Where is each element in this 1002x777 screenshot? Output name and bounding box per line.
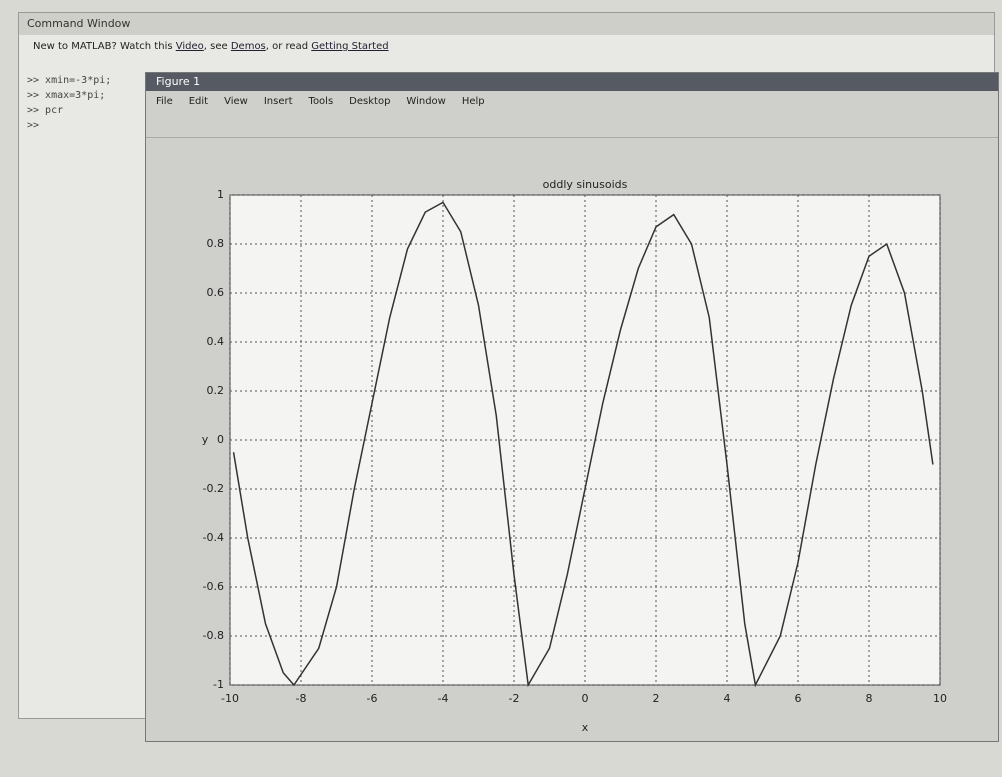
x-tick-label: 10 [933, 692, 947, 705]
y-tick-label: -0.2 [203, 482, 224, 495]
y-tick-label: 1 [217, 188, 224, 201]
x-tick-label: 0 [582, 692, 589, 705]
x-tick-label: 6 [795, 692, 802, 705]
x-tick-label: -10 [221, 692, 239, 705]
y-tick-label: 0.8 [207, 237, 225, 250]
x-axis-label: x [582, 721, 589, 734]
x-tick-label: 8 [866, 692, 873, 705]
x-tick-label: -8 [296, 692, 307, 705]
y-tick-label: -0.8 [203, 629, 224, 642]
x-tick-label: -4 [438, 692, 449, 705]
x-tick-label: 2 [653, 692, 660, 705]
y-tick-label: 0.6 [207, 286, 225, 299]
y-axis-label: y [202, 433, 209, 446]
x-tick-label: -6 [367, 692, 378, 705]
y-tick-label: -0.4 [203, 531, 224, 544]
y-tick-label: 0.2 [207, 384, 225, 397]
x-tick-label: 4 [724, 692, 731, 705]
y-tick-label: 0 [217, 433, 224, 446]
y-tick-label: -0.6 [203, 580, 224, 593]
x-tick-label: -2 [509, 692, 520, 705]
chart: oddly sinusoids x y -1 -0.8 -0.6 -0.4 -0.2 0 0… [0, 0, 1002, 777]
screenshot: Command Window New to MATLAB? Watch this… [0, 0, 1002, 777]
y-tick-label: -1 [213, 678, 224, 691]
y-tick-label: 0.4 [207, 335, 225, 348]
chart-title: oddly sinusoids [543, 178, 628, 191]
